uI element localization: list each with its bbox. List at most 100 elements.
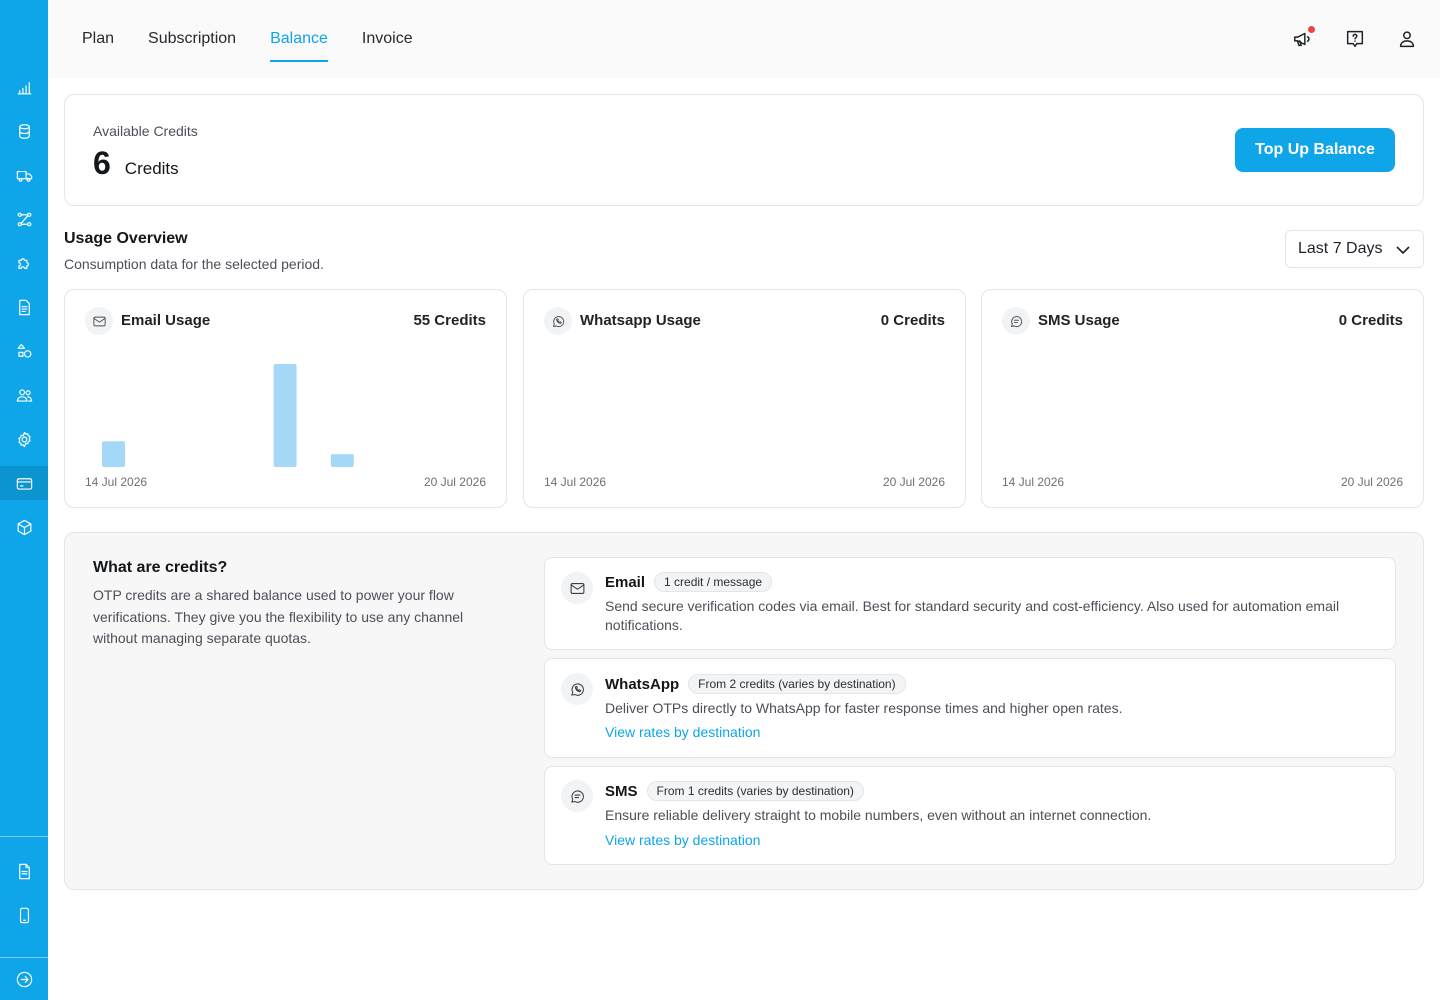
whatsapp-icon-badge: [561, 673, 593, 705]
channel-rate-badge: From 2 credits (varies by destination): [688, 674, 906, 694]
mail-icon-badge: [85, 307, 113, 335]
tab-balance[interactable]: Balance: [253, 0, 345, 78]
truck-icon: [16, 170, 32, 182]
usage-overview-subtitle: Consumption data for the selected period…: [64, 256, 324, 272]
header-actions: [1290, 24, 1420, 54]
tab-subscription[interactable]: Subscription: [148, 30, 237, 47]
user-icon: [1399, 31, 1415, 48]
sidebar-item-billing[interactable]: [0, 466, 48, 500]
shapes-icon: [17, 343, 31, 358]
profile-button[interactable]: [1394, 24, 1420, 54]
channel-description: Send secure verification codes via email…: [605, 598, 1340, 633]
email-usage-title: Email Usage: [121, 312, 211, 329]
channel-name: Email: [605, 573, 646, 591]
database-icon: [18, 123, 30, 139]
bar-chart-icon: [17, 81, 31, 94]
sidebar-expand-button[interactable]: [0, 962, 48, 996]
sidebar-item-database[interactable]: [0, 114, 48, 148]
usage-bar: [102, 441, 125, 467]
puzzle-icon: [17, 257, 29, 269]
megaphone-icon: [1294, 32, 1310, 47]
whatsapp-icon: [570, 682, 584, 696]
email-usage-start-date: 14 Jul 2026: [85, 475, 148, 489]
sms-usage-end-date: 20 Jul 2026: [1340, 475, 1403, 489]
sms-usage-credits: 0 Credits: [1338, 312, 1403, 329]
sidebar-item-documents[interactable]: [0, 290, 48, 324]
whatsapp-icon-badge: [544, 307, 572, 335]
credits-info-title: What are credits?: [93, 559, 228, 576]
sidebar-item-docs[interactable]: [0, 854, 48, 888]
credits-info-description: OTP credits are a shared balance used to…: [93, 587, 464, 646]
period-select-value: Last 7 Days: [1298, 240, 1383, 257]
top-header: Plan Subscription Balance Invoice: [48, 0, 1440, 78]
whatsapp-usage-start-date: 14 Jul 2026: [544, 475, 607, 489]
mobile-icon: [19, 907, 29, 923]
notification-dot: [1308, 26, 1315, 33]
channel-rate-badge: 1 credit / message: [654, 572, 773, 592]
sidebar-item-delivery[interactable]: [0, 158, 48, 192]
chat-icon: [570, 789, 584, 803]
channel-rate-badge: From 1 credits (varies by destination): [646, 781, 864, 801]
mail-icon: [92, 316, 106, 326]
channel-name: SMS: [605, 782, 638, 800]
sidebar-divider: [0, 957, 48, 958]
credits-amount: 6: [93, 145, 111, 181]
whatsapp-usage-end-date: 20 Jul 2026: [882, 475, 945, 489]
period-select[interactable]: Last 7 Days: [1285, 230, 1424, 268]
sidebar-item-integrations[interactable]: [0, 246, 48, 280]
channel-card-email: Email 1 credit / message Send secure ver…: [544, 557, 1396, 650]
sidebar-item-shapes[interactable]: [0, 334, 48, 368]
usage-bar: [273, 364, 297, 467]
usage-overview-title: Usage Overview: [64, 230, 188, 247]
sms-usage-title: SMS Usage: [1038, 312, 1120, 329]
available-credits-label: Available Credits: [93, 123, 198, 139]
sidebar-item-settings[interactable]: [0, 422, 48, 456]
sidebar-item-flows[interactable]: [0, 202, 48, 236]
help-button[interactable]: [1342, 24, 1368, 54]
chat-icon-badge: [561, 780, 593, 812]
channel-header: WhatsApp From 2 credits (varies by desti…: [605, 674, 906, 694]
tab-plan[interactable]: Plan: [82, 30, 115, 47]
channel-card-whatsapp: WhatsApp From 2 credits (varies by desti…: [544, 658, 1396, 758]
usage-bar: [330, 454, 354, 467]
mail-icon-badge: [561, 572, 593, 604]
top-up-balance-button[interactable]: Top Up Balance: [1235, 128, 1395, 172]
mail-icon: [570, 582, 584, 594]
channel-header: SMS From 1 credits (varies by destinatio…: [605, 781, 864, 801]
file-text-icon: [18, 863, 30, 879]
flow-icon: [17, 212, 31, 226]
view-rates-link-sms[interactable]: View rates by destination: [605, 832, 761, 848]
tab-bar: Plan Subscription Balance Invoice: [65, 0, 430, 78]
sidebar-item-analytics[interactable]: [0, 70, 48, 104]
announcements-button[interactable]: [1290, 24, 1316, 54]
whatsapp-usage-credits: 0 Credits: [880, 312, 945, 329]
email-usage-credits: 55 Credits: [413, 312, 486, 329]
chat-icon-badge: [1002, 307, 1030, 335]
email-usage-chart: [102, 364, 354, 467]
channel-description: Deliver OTPs directly to WhatsApp for fa…: [605, 700, 1123, 716]
email-usage-end-date: 20 Jul 2026: [423, 475, 486, 489]
channel-description: Ensure reliable delivery straight to mob…: [605, 807, 1152, 823]
sms-usage-chart: [1002, 350, 1403, 467]
sms-usage-start-date: 14 Jul 2026: [1002, 475, 1065, 489]
sidebar-item-packages[interactable]: [0, 510, 48, 544]
credits-unit: Credits: [124, 159, 179, 178]
credit-card-icon: [16, 477, 32, 490]
chevron-down-icon: [1396, 246, 1410, 255]
credits-info-panel: What are credits? OTP credits are a shar…: [64, 532, 1424, 890]
sidebar-item-mobile[interactable]: [0, 898, 48, 932]
email-usage-card: Email Usage 55 Credits 14 Jul 2026 20 Ju…: [64, 289, 507, 508]
channel-header: Email 1 credit / message: [605, 572, 773, 592]
view-rates-link-whatsapp[interactable]: View rates by destination: [605, 724, 761, 740]
sidebar-item-users[interactable]: [0, 378, 48, 412]
box-icon: [17, 519, 31, 535]
help-icon: [1346, 30, 1364, 48]
arrow-right-circle-icon: [16, 971, 32, 987]
tab-invoice[interactable]: Invoice: [361, 30, 413, 47]
available-credits-card: Available Credits 6 Credits Top Up Balan…: [64, 94, 1424, 206]
gear-icon: [17, 431, 31, 447]
channel-card-sms: SMS From 1 credits (varies by destinatio…: [544, 766, 1396, 865]
users-icon: [16, 388, 32, 402]
whatsapp-icon: [552, 315, 564, 327]
chat-icon: [1010, 315, 1022, 327]
